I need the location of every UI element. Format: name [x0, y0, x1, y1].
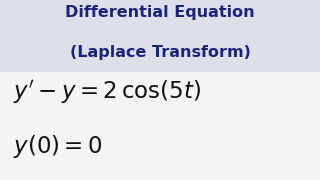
Text: (Laplace Transform): (Laplace Transform)	[69, 45, 251, 60]
FancyBboxPatch shape	[0, 72, 320, 180]
Text: $y' - y = 2\,\cos(5t)$: $y' - y = 2\,\cos(5t)$	[13, 79, 201, 107]
Text: $y(0) = 0$: $y(0) = 0$	[13, 133, 102, 160]
Text: Differential Equation: Differential Equation	[65, 5, 255, 20]
